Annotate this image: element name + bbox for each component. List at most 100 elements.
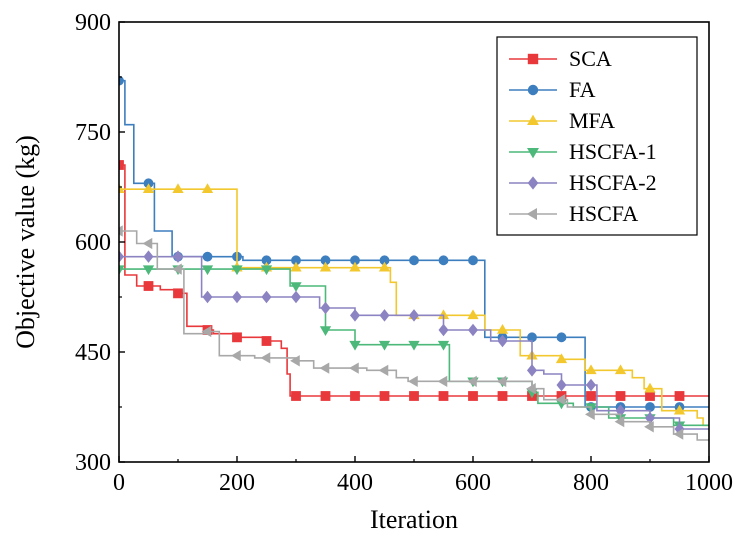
data-point-hscfa-1	[319, 326, 332, 336]
data-point-hscfa	[555, 394, 566, 406]
data-point-hscfa	[231, 350, 241, 362]
ticks-layer: 0 200 400 600 800 1000 300 450 600 750 900	[75, 10, 733, 496]
data-point-hscfa-1	[142, 265, 155, 276]
data-point-hscfa	[437, 375, 448, 387]
data-point-sca	[291, 391, 301, 401]
data-point-hscfa-2	[438, 323, 449, 337]
data-point-hscfa-2	[585, 378, 597, 392]
data-point-sca	[320, 391, 331, 401]
data-point-mfa	[201, 183, 214, 193]
data-point-hscfa-1	[231, 265, 243, 276]
data-point-sca	[497, 391, 508, 401]
legend-label: HSCFA-2	[569, 170, 657, 195]
data-point-mfa	[172, 183, 184, 193]
series-layer	[119, 75, 709, 441]
data-point-sca	[586, 391, 596, 401]
data-point-hscfa	[644, 421, 654, 433]
data-point-mfa	[644, 382, 656, 393]
data-point-hscfa	[290, 355, 300, 367]
data-point-hscfa	[172, 263, 182, 275]
data-point-hscfa	[585, 408, 595, 420]
data-point-hscfa-2	[202, 290, 213, 304]
data-point-mfa	[142, 183, 155, 193]
data-point-hscfa-2	[143, 250, 154, 263]
data-point-fa	[468, 255, 478, 266]
data-point-mfa	[119, 183, 125, 193]
data-point-hscfa	[142, 237, 153, 250]
y-tick-label: 300	[75, 450, 111, 476]
data-point-hscfa	[496, 375, 507, 387]
y-axis-title: Objective value (kg)	[11, 135, 40, 349]
data-point-fa	[119, 75, 124, 86]
data-point-hscfa-2	[290, 290, 302, 304]
y-tick-label: 750	[75, 120, 111, 146]
data-point-hscfa-2	[408, 309, 420, 322]
legend-marker	[527, 176, 539, 190]
data-point-hscfa-2	[231, 290, 243, 304]
data-point-hscfa-2	[497, 334, 508, 348]
legend-box	[496, 36, 698, 236]
data-point-fa	[556, 332, 567, 343]
data-point-hscfa	[319, 362, 330, 374]
x-tick-label: 200	[219, 470, 255, 496]
series-hscfa	[119, 225, 709, 441]
legend-marker	[527, 84, 539, 96]
data-point-mfa	[290, 261, 302, 272]
data-point-mfa	[349, 261, 361, 272]
series-hscfa-2	[119, 250, 709, 436]
legend-item-hscfa-2: HSCFA-2	[509, 170, 657, 195]
data-point-sca	[350, 391, 360, 401]
data-point-sca	[379, 391, 390, 401]
data-point-mfa	[585, 364, 597, 375]
data-point-hscfa-2	[349, 309, 361, 322]
data-point-hscfa-1	[260, 265, 273, 276]
data-point-sca	[119, 160, 124, 170]
data-point-hscfa-1	[378, 340, 391, 351]
y-tick-label: 450	[75, 340, 111, 366]
legend-marker	[527, 53, 539, 65]
data-point-mfa	[673, 404, 686, 415]
data-point-mfa	[496, 324, 509, 334]
data-point-sca	[468, 391, 478, 401]
legend-item-mfa: MFA	[509, 108, 615, 133]
data-point-hscfa-1	[201, 265, 214, 276]
data-point-hscfa	[349, 362, 359, 374]
data-point-hscfa	[673, 428, 684, 440]
y-tick-label: 900	[75, 10, 111, 36]
data-point-hscfa	[526, 383, 536, 395]
data-point-mfa	[467, 309, 479, 320]
data-point-hscfa-2	[556, 378, 567, 392]
legend-label: HSCFA-1	[569, 139, 657, 164]
legend-item-sca: SCA	[509, 46, 612, 71]
data-point-hscfa	[467, 375, 477, 387]
data-point-sca	[409, 391, 419, 401]
data-point-sca	[674, 391, 685, 401]
x-tick-label: 800	[573, 470, 609, 496]
data-point-hscfa	[260, 352, 271, 364]
data-point-sca	[173, 288, 183, 299]
x-tick-label: 1000	[685, 470, 733, 496]
data-point-fa	[438, 255, 449, 266]
data-point-sca	[438, 391, 449, 401]
legend-label: FA	[569, 77, 596, 102]
x-tick-label: 400	[337, 470, 373, 496]
legend-marker	[527, 114, 539, 125]
legend-marker	[526, 208, 537, 220]
data-point-mfa	[378, 261, 391, 272]
legend-item-hscfa-1: HSCFA-1	[509, 139, 657, 164]
data-point-sca	[615, 391, 626, 401]
data-point-hscfa-2	[172, 250, 184, 263]
data-point-hscfa-2	[261, 290, 272, 304]
legend-item-hscfa: HSCFA	[509, 201, 638, 226]
legend-item-fa: FA	[509, 77, 596, 102]
legend-label: HSCFA	[569, 201, 638, 226]
series-line-mfa	[119, 188, 709, 427]
x-axis-title: Iteration	[370, 505, 458, 534]
y-tick-label: 600	[75, 230, 111, 256]
x-tick-label: 600	[455, 470, 491, 496]
x-tick-label: 0	[113, 470, 125, 496]
data-point-hscfa-2	[320, 301, 331, 315]
data-point-hscfa	[408, 375, 418, 387]
data-point-hscfa-2	[526, 364, 538, 377]
data-point-hscfa-1	[437, 340, 450, 351]
